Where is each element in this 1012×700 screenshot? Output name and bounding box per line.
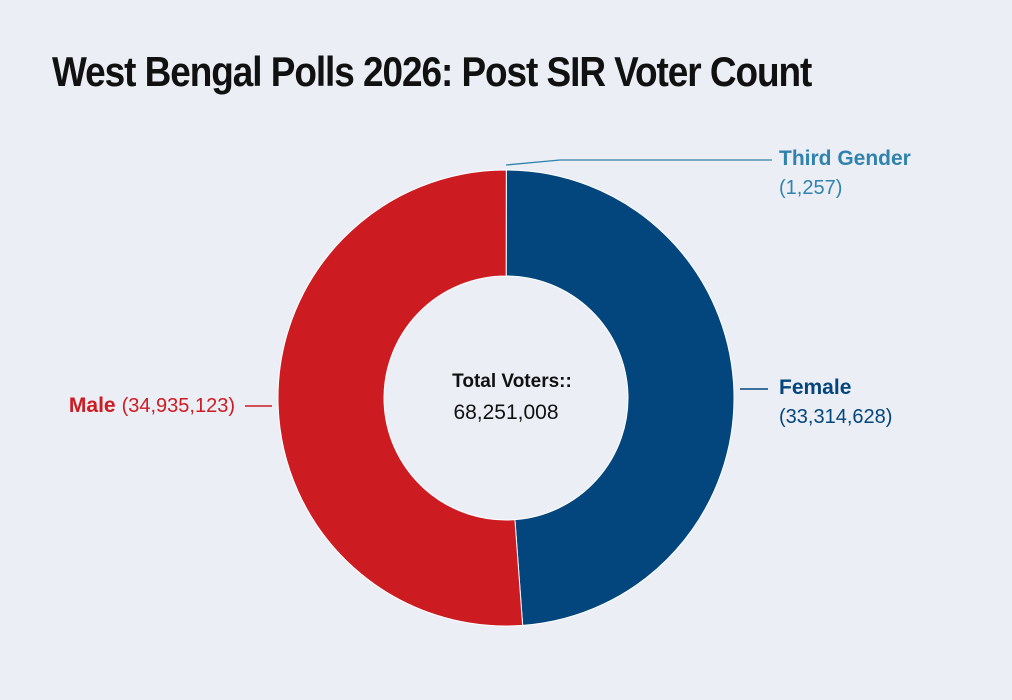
label-female-value: (33,314,628) [779,406,892,428]
callout-female: Female (33,314,628) [740,376,892,428]
label-male: Male (34,935,123) [69,394,235,417]
label-third-gender-name: Third Gender [779,147,911,170]
slice-female[interactable] [505,169,735,626]
center-label: Total Voters:: 68,251,008 [452,371,572,424]
chart-title: West Bengal Polls 2026: Post SIR Voter C… [52,48,812,95]
label-third-gender-value: (1,257) [779,177,842,199]
label-female-name: Female [779,376,851,399]
center-title: Total Voters:: [452,371,572,392]
label-male-name: Male [69,394,116,417]
donut-slices [277,169,735,627]
slice-male[interactable] [277,169,524,627]
callout-male: Male (34,935,123) [69,394,272,417]
center-value: 68,251,008 [453,401,558,424]
leader-line-third-gender [505,159,772,166]
label-male-value: (34,935,123) [122,395,235,417]
callout-third-gender: Third Gender (1,257) [505,147,911,199]
